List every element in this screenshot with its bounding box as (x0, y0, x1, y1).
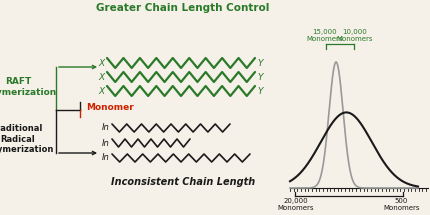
Text: X: X (98, 86, 105, 95)
Text: Greater Chain Length Control: Greater Chain Length Control (96, 3, 269, 13)
Text: Monomer: Monomer (86, 103, 133, 112)
Text: 10,000
Monomers: 10,000 Monomers (336, 29, 372, 42)
Text: In: In (102, 138, 110, 147)
Text: 500
Monomers: 500 Monomers (383, 198, 419, 211)
Text: RAFT
Polymerization: RAFT Polymerization (0, 77, 56, 97)
Text: X: X (98, 58, 105, 68)
Text: Y: Y (256, 86, 262, 95)
Text: X: X (98, 72, 105, 81)
Text: 20,000
Monomers: 20,000 Monomers (277, 198, 313, 211)
Text: In: In (102, 123, 110, 132)
Text: Inconsistent Chain Length: Inconsistent Chain Length (111, 177, 255, 187)
Text: 15,000
Monomers: 15,000 Monomers (306, 29, 342, 42)
Text: Traditional
Radical
Polymerization: Traditional Radical Polymerization (0, 124, 54, 154)
Text: Y: Y (256, 72, 262, 81)
Text: In: In (102, 154, 110, 163)
Text: Y: Y (256, 58, 262, 68)
